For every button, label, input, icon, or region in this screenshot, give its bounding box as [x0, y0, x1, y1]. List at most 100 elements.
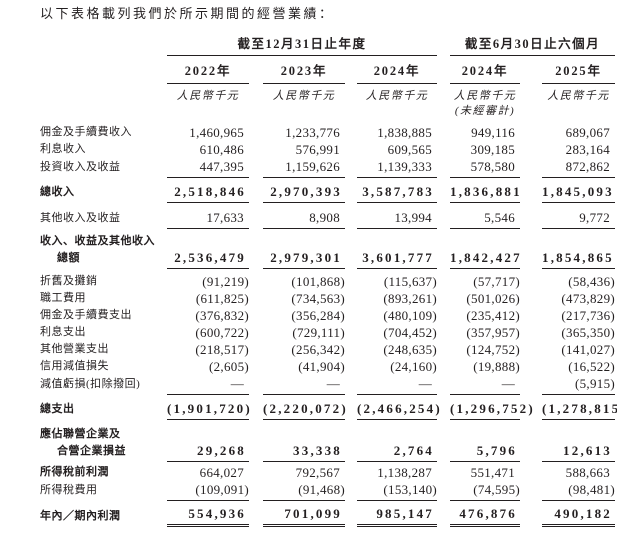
table-row: 總收入 2,518,846 2,970,393 3,587,783 1,836,881 1… — [40, 183, 615, 203]
unaudited-note: (未經審計) — [454, 105, 516, 117]
table-row: 折舊及攤銷 (91,219) (101,868) (115,637) (57,717) (… — [40, 273, 615, 290]
value-cell: — — [450, 375, 520, 395]
table-row: 其他營業支出 (218,517) (256,342) (248,635) (124,75… — [40, 341, 615, 358]
row-label-line: 佣金及手續費支出 — [40, 309, 132, 321]
value-cell: (19,888) — [473, 359, 520, 374]
value-cell: (2,605) — [208, 359, 249, 374]
table-row: 人民幣千元 人民幣千元 人民幣千元 人民幣千元 人民幣千元 — [40, 84, 615, 105]
table-row: 佣金及手續費收入 1,460,965 1,233,776 1,838,885 949,1… — [40, 124, 615, 141]
row-label-line: 投資收入及收益 — [40, 161, 121, 173]
year-header: 2022年 — [167, 64, 249, 84]
value-cell: 29,268 — [167, 442, 249, 462]
value-cell: 985,147 — [357, 505, 437, 527]
value-cell: (58,436) — [568, 274, 615, 289]
row-label-line: 其他營業支出 — [40, 343, 109, 355]
row-label: 佣金及手續費支出 — [40, 307, 167, 324]
value-cell: 2,518,846 — [167, 183, 249, 203]
value-cell: (109,091) — [167, 481, 249, 501]
row-label: 所得稅費用 — [40, 482, 167, 501]
value-cell: (376,832) — [195, 308, 249, 323]
value-cell: 1,138,287 — [377, 465, 432, 480]
row-label: 總收入 — [40, 184, 167, 203]
value-cell: (101,868) — [291, 274, 345, 289]
value-cell: (57,717) — [473, 274, 520, 289]
table-row: 年內／期內利潤 554,936 701,099 985,147 476,876 490,1… — [40, 505, 615, 527]
col-group-header: 截至12月31日止年度 — [167, 36, 437, 56]
row-label-line: 其他收入及收益 — [40, 212, 121, 224]
value-cell: (480,109) — [383, 308, 437, 323]
year-header: 2023年 — [263, 64, 345, 84]
table-row: 所得稅前利潤 664,027 792,567 1,138,287 551,471 588,… — [40, 464, 615, 481]
value-cell: (218,517) — [195, 342, 249, 357]
value-cell: 1,854,865 — [542, 249, 615, 269]
value-cell: 1,139,333 — [357, 158, 437, 178]
value-cell: (74,595) — [450, 481, 520, 501]
value-cell: 3,601,777 — [357, 249, 437, 269]
table-row: 投資收入及收益 447,395 1,159,626 1,139,333 578,580 8… — [40, 158, 615, 178]
value-cell: — — [263, 375, 345, 395]
table-row: 利息支出 (600,722) (729,111) (704,452) (357,957)… — [40, 324, 615, 341]
value-cell: (473,829) — [561, 291, 615, 306]
value-cell: — — [167, 375, 249, 395]
table-row: 利息收入 610,486 576,991 609,565 309,185 283,164 — [40, 141, 615, 158]
value-cell: 2,970,393 — [263, 183, 345, 203]
row-label-line: 利息收入 — [40, 143, 86, 155]
row-label-line: 總收入 — [40, 186, 75, 198]
value-cell: 447,395 — [167, 158, 249, 178]
value-cell: 2,536,479 — [167, 249, 249, 269]
value-cell: 3,587,783 — [357, 183, 437, 203]
unit-label: 人民幣千元 — [365, 90, 429, 102]
row-label: 應佔聯營企業及 合營企業損益 — [40, 426, 167, 462]
value-cell: (16,522) — [568, 359, 615, 374]
value-cell: (248,635) — [383, 342, 437, 357]
row-label: 佣金及手續費收入 — [40, 124, 167, 141]
value-cell: 2,764 — [357, 442, 437, 462]
row-label-line: 折舊及攤銷 — [40, 275, 98, 287]
value-cell: 13,994 — [357, 209, 437, 229]
value-cell: 1,842,427 — [450, 249, 520, 269]
table-row: 其他收入及收益 17,633 8,908 13,994 5,546 9,772 — [40, 209, 615, 229]
value-cell: 5,796 — [450, 442, 520, 462]
row-label-line: 年內／期內利潤 — [40, 510, 121, 522]
value-cell: 664,027 — [199, 465, 244, 480]
row-label-line: 所得稅前利潤 — [40, 466, 109, 478]
value-cell: (611,825) — [195, 291, 249, 306]
value-cell: (24,160) — [390, 359, 437, 374]
value-cell: (1,278,815) — [542, 400, 617, 420]
value-cell: 949,116 — [471, 125, 515, 140]
value-cell: (115,637) — [383, 274, 437, 289]
value-cell: 578,580 — [450, 158, 520, 178]
value-cell: (91,219) — [202, 274, 249, 289]
value-cell: (235,412) — [466, 308, 520, 323]
value-cell: 551,471 — [470, 465, 515, 480]
value-cell: (91,468) — [263, 481, 345, 501]
value-cell: 309,185 — [470, 142, 515, 157]
value-cell: 1,838,885 — [377, 125, 432, 140]
value-cell: (2,220,072) — [263, 400, 346, 420]
unit-label: 人民幣千元 — [453, 90, 517, 102]
table-row: 2022年 2023年 2024年 2024年 2025年 — [40, 56, 615, 84]
value-cell: 12,613 — [542, 442, 615, 462]
page-title: 以下表格載列我們於所示期間的經營業績： — [40, 6, 335, 21]
value-cell: (356,284) — [291, 308, 345, 323]
year-header: 2024年 — [357, 64, 437, 84]
row-label: 其他收入及收益 — [40, 210, 167, 229]
value-cell: 5,546 — [450, 209, 520, 229]
value-cell: (704,452) — [383, 325, 437, 340]
value-cell: 609,565 — [387, 142, 432, 157]
row-label: 總支出 — [40, 401, 167, 420]
row-label: 其他營業支出 — [40, 341, 167, 358]
table-row: 應佔聯營企業及 合營企業損益 29,268 33,338 2,764 5,796 12,61… — [40, 426, 615, 462]
value-cell: (153,140) — [357, 481, 437, 501]
value-cell: 490,182 — [542, 505, 615, 527]
value-cell: 17,633 — [167, 209, 249, 229]
table-row: 截至12月31日止年度 截至6月30日止六個月 — [40, 36, 615, 56]
table-row: 收入、收益及其他收入 總額 2,536,479 2,979,301 3,601,777 1… — [40, 233, 615, 269]
value-cell: — — [357, 375, 437, 395]
row-label-line: 合營企業損益 — [57, 445, 126, 457]
table-row: 總支出 (1,901,720) (2,220,072) (2,466,254) (1,2… — [40, 400, 617, 420]
row-label-line: 所得稅費用 — [40, 484, 98, 496]
year-header: 2025年 — [542, 64, 615, 84]
value-cell: 2,979,301 — [263, 249, 345, 269]
